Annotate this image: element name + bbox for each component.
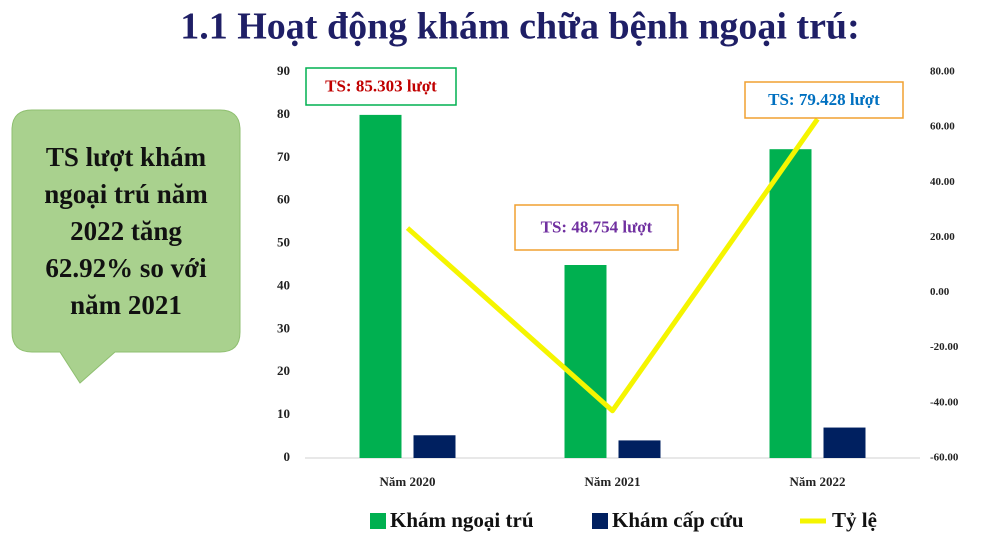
y-tick-label: 20 xyxy=(277,363,290,378)
y-tick-label: 0 xyxy=(284,449,291,464)
line xyxy=(405,117,820,414)
annotation-text: TS: 85.303 lượt xyxy=(325,76,437,95)
y-tick-label: 30 xyxy=(277,320,290,335)
bar xyxy=(618,440,661,458)
y2-tick-label: 0.00 xyxy=(930,286,950,298)
y2-tick-label: -60.00 xyxy=(930,452,959,464)
y-tick-label: 40 xyxy=(277,277,290,292)
y-tick-label: 70 xyxy=(277,149,290,164)
y2-tick-label: 40.00 xyxy=(930,176,955,188)
y2-tick-label: -20.00 xyxy=(930,341,959,353)
bar xyxy=(769,149,812,458)
y-tick-label: 80 xyxy=(277,106,290,121)
y2-tick-label: 80.00 xyxy=(930,66,955,78)
y2-tick-label: -40.00 xyxy=(930,396,959,408)
chart-title: 1.1 Hoạt động khám chữa bệnh ngoại trú: xyxy=(180,6,859,48)
y-tick-label: 90 xyxy=(277,63,290,78)
y-tick-label: 10 xyxy=(277,406,290,421)
callout-text: 2022 tăng xyxy=(70,216,182,246)
y2-tick-label: 60.00 xyxy=(930,121,955,133)
x-tick-label: Năm 2021 xyxy=(585,474,641,489)
x-tick-label: Năm 2020 xyxy=(380,474,436,489)
annotation-box xyxy=(514,204,679,251)
bar xyxy=(564,265,607,458)
legend-swatch xyxy=(592,513,608,529)
bar xyxy=(823,427,866,458)
x-tick-label: Năm 2022 xyxy=(790,474,846,489)
y2-tick-label: 20.00 xyxy=(930,231,955,243)
y-tick-label: 50 xyxy=(277,235,290,250)
callout-text: năm 2021 xyxy=(70,290,182,320)
annotation-text: TS: 48.754 lượt xyxy=(541,217,653,236)
callout-bubble xyxy=(11,109,241,384)
callout-text: TS lượt khám xyxy=(46,142,207,172)
callout-text: 62.92% so với xyxy=(45,253,207,283)
annotation-text: TS: 79.428 lượt xyxy=(768,90,880,109)
annotation-box xyxy=(744,81,904,119)
legend-label: Tỷ lệ xyxy=(832,508,877,532)
callout-text: ngoại trú năm xyxy=(44,179,208,209)
annotation-box xyxy=(305,67,457,106)
legend-label: Khám cấp cứu xyxy=(612,508,744,532)
legend-swatch xyxy=(370,513,386,529)
bar xyxy=(359,114,402,458)
y-tick-label: 60 xyxy=(277,192,290,207)
legend-label: Khám ngoại trú xyxy=(390,508,534,532)
bar xyxy=(413,435,456,458)
